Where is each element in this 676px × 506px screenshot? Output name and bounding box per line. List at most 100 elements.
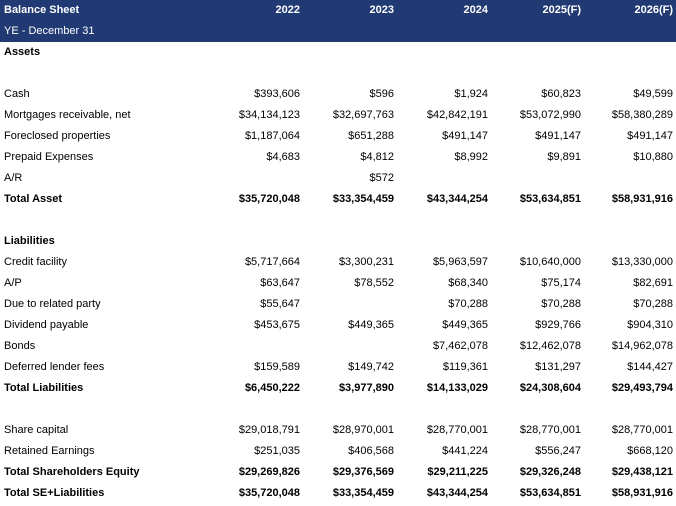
value: $453,675 [254, 319, 300, 331]
value: $251,035 [254, 445, 300, 457]
value: $13,330,000 [611, 256, 673, 268]
value: $70,288 [541, 298, 581, 310]
total-label: Total SE+Liabilities [4, 487, 105, 499]
value: $58,380,289 [611, 109, 673, 121]
value: $53,072,990 [519, 109, 581, 121]
row-label: A/P [4, 277, 22, 289]
value: $596 [369, 88, 394, 100]
value: $78,552 [354, 277, 394, 289]
column-header: 2025(F) [542, 4, 581, 16]
value: $34,134,123 [238, 109, 300, 121]
total-value: $29,493,794 [611, 382, 673, 394]
subtitle: YE - December 31 [4, 25, 95, 37]
value: $55,647 [260, 298, 300, 310]
row-label: Cash [4, 88, 30, 100]
row-label: Bonds [4, 340, 36, 352]
value: $28,770,001 [519, 424, 581, 436]
value: $49,599 [633, 88, 673, 100]
total-value: $6,450,222 [244, 382, 300, 394]
value: $929,766 [535, 319, 581, 331]
value: $651,288 [348, 130, 394, 142]
total-value: $29,438,121 [611, 466, 673, 478]
value: $70,288 [633, 298, 673, 310]
value: $491,147 [627, 130, 673, 142]
column-header: 2022 [275, 4, 300, 16]
value: $8,992 [454, 151, 488, 163]
value: $904,310 [627, 319, 673, 331]
value: $491,147 [535, 130, 581, 142]
value: $449,365 [348, 319, 394, 331]
value: $144,427 [627, 361, 673, 373]
value: $572 [369, 172, 394, 184]
column-header: 2023 [369, 4, 394, 16]
value: $10,640,000 [519, 256, 581, 268]
total-value: $53,634,851 [519, 487, 581, 499]
total-label: Total Liabilities [4, 382, 84, 394]
value: $149,742 [348, 361, 394, 373]
row-label: Foreclosed properties [4, 130, 111, 142]
row-label: Credit facility [4, 256, 67, 268]
row-label: Retained Earnings [4, 445, 95, 457]
value: $14,962,078 [611, 340, 673, 352]
section-title: Assets [4, 46, 41, 58]
total-value: $53,634,851 [519, 193, 581, 205]
total-value: $43,344,254 [426, 193, 488, 205]
row-label: Deferred lender fees [4, 361, 105, 373]
total-value: $29,269,826 [238, 466, 300, 478]
header-band [0, 0, 676, 21]
total-value: $33,354,459 [332, 487, 394, 499]
column-header: 2024 [463, 4, 488, 16]
value: $28,970,001 [332, 424, 394, 436]
total-value: $29,326,248 [519, 466, 581, 478]
value: $28,770,001 [426, 424, 488, 436]
row-label: Prepaid Expenses [4, 151, 94, 163]
total-value: $43,344,254 [426, 487, 488, 499]
value: $1,924 [454, 88, 488, 100]
value: $131,297 [535, 361, 581, 373]
value: $441,224 [442, 445, 488, 457]
value: $12,462,078 [519, 340, 581, 352]
value: $4,683 [266, 151, 300, 163]
value: $3,300,231 [338, 256, 394, 268]
value: $4,812 [360, 151, 394, 163]
total-value: $35,720,048 [238, 487, 300, 499]
value: $9,891 [547, 151, 581, 163]
value: $60,823 [541, 88, 581, 100]
total-value: $58,931,916 [611, 193, 673, 205]
total-value: $29,376,569 [332, 466, 394, 478]
total-label: Total Shareholders Equity [4, 466, 140, 478]
value: $119,361 [442, 361, 488, 373]
row-label: Share capital [4, 424, 69, 436]
total-value: $24,308,604 [519, 382, 581, 394]
value: $75,174 [541, 277, 581, 289]
value: $28,770,001 [611, 424, 673, 436]
total-value: $29,211,225 [427, 466, 488, 478]
value: $70,288 [448, 298, 488, 310]
value: $406,568 [348, 445, 394, 457]
total-value: $33,354,459 [332, 193, 394, 205]
total-value: $58,931,916 [611, 487, 673, 499]
value: $63,647 [260, 277, 300, 289]
row-label: Due to related party [4, 298, 101, 310]
row-label: Dividend payable [4, 319, 89, 331]
value: $7,462,078 [432, 340, 488, 352]
value: $159,589 [254, 361, 300, 373]
value: $556,247 [535, 445, 581, 457]
header-title: Balance Sheet [4, 4, 80, 16]
value: $1,187,064 [244, 130, 300, 142]
section-title: Liabilities [4, 235, 55, 247]
value: $449,365 [442, 319, 488, 331]
row-label: A/R [4, 172, 23, 184]
row-label: Mortgages receivable, net [4, 109, 131, 121]
value: $68,340 [448, 277, 488, 289]
value: $29,018,791 [238, 424, 300, 436]
column-header: 2026(F) [634, 4, 673, 16]
value: $5,717,664 [244, 256, 300, 268]
total-value: $35,720,048 [238, 193, 300, 205]
total-value: $14,133,029 [426, 382, 488, 394]
value: $668,120 [627, 445, 673, 457]
value: $82,691 [633, 277, 673, 289]
value: $491,147 [442, 130, 488, 142]
total-value: $3,977,890 [338, 382, 394, 394]
